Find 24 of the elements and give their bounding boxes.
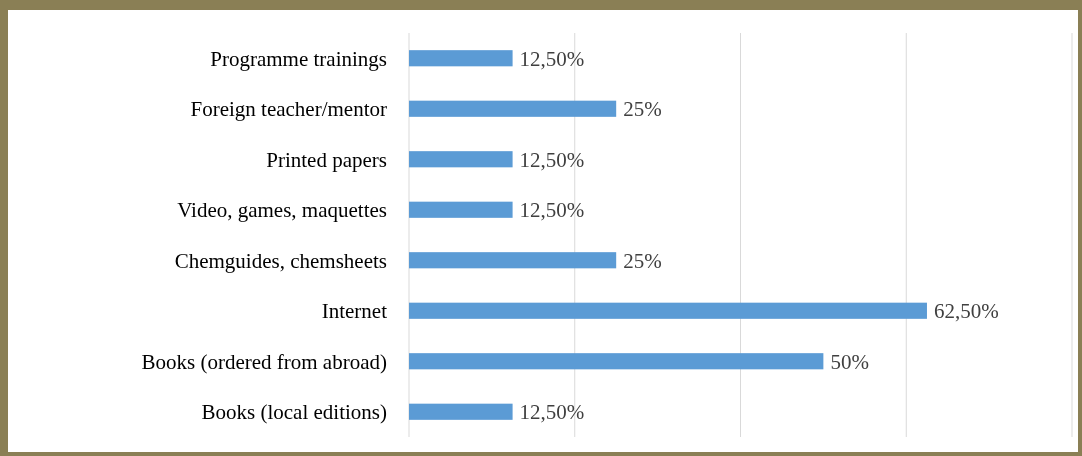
y-tick-label: Programme trainings xyxy=(210,46,387,71)
data-label: 12,50% xyxy=(519,400,585,425)
bar xyxy=(409,403,513,420)
data-label: 50% xyxy=(830,349,869,374)
data-label: 12,50% xyxy=(519,198,585,223)
data-label: 12,50% xyxy=(519,147,585,172)
data-label: 25% xyxy=(623,248,662,273)
bar xyxy=(409,252,617,269)
y-tick-label: Internet xyxy=(321,299,388,324)
y-tick-label: Chemguides, chemsheets xyxy=(174,248,387,273)
y-tick-label: Printed papers xyxy=(266,147,387,172)
bar xyxy=(409,100,617,117)
y-tick-label: Books (local editions) xyxy=(201,400,387,425)
bar xyxy=(409,201,513,218)
bar xyxy=(409,151,513,168)
y-tick-label: Video, games, maquettes xyxy=(177,198,387,223)
bar xyxy=(409,50,513,67)
bar xyxy=(409,302,927,319)
y-tick-label: Books (ordered from abroad) xyxy=(141,349,388,374)
data-label: 12,50% xyxy=(519,46,585,71)
data-label: 62,50% xyxy=(933,299,999,324)
bar xyxy=(409,353,824,370)
y-tick-label: Foreign teacher/mentor xyxy=(190,97,387,122)
data-label: 25% xyxy=(623,97,662,122)
